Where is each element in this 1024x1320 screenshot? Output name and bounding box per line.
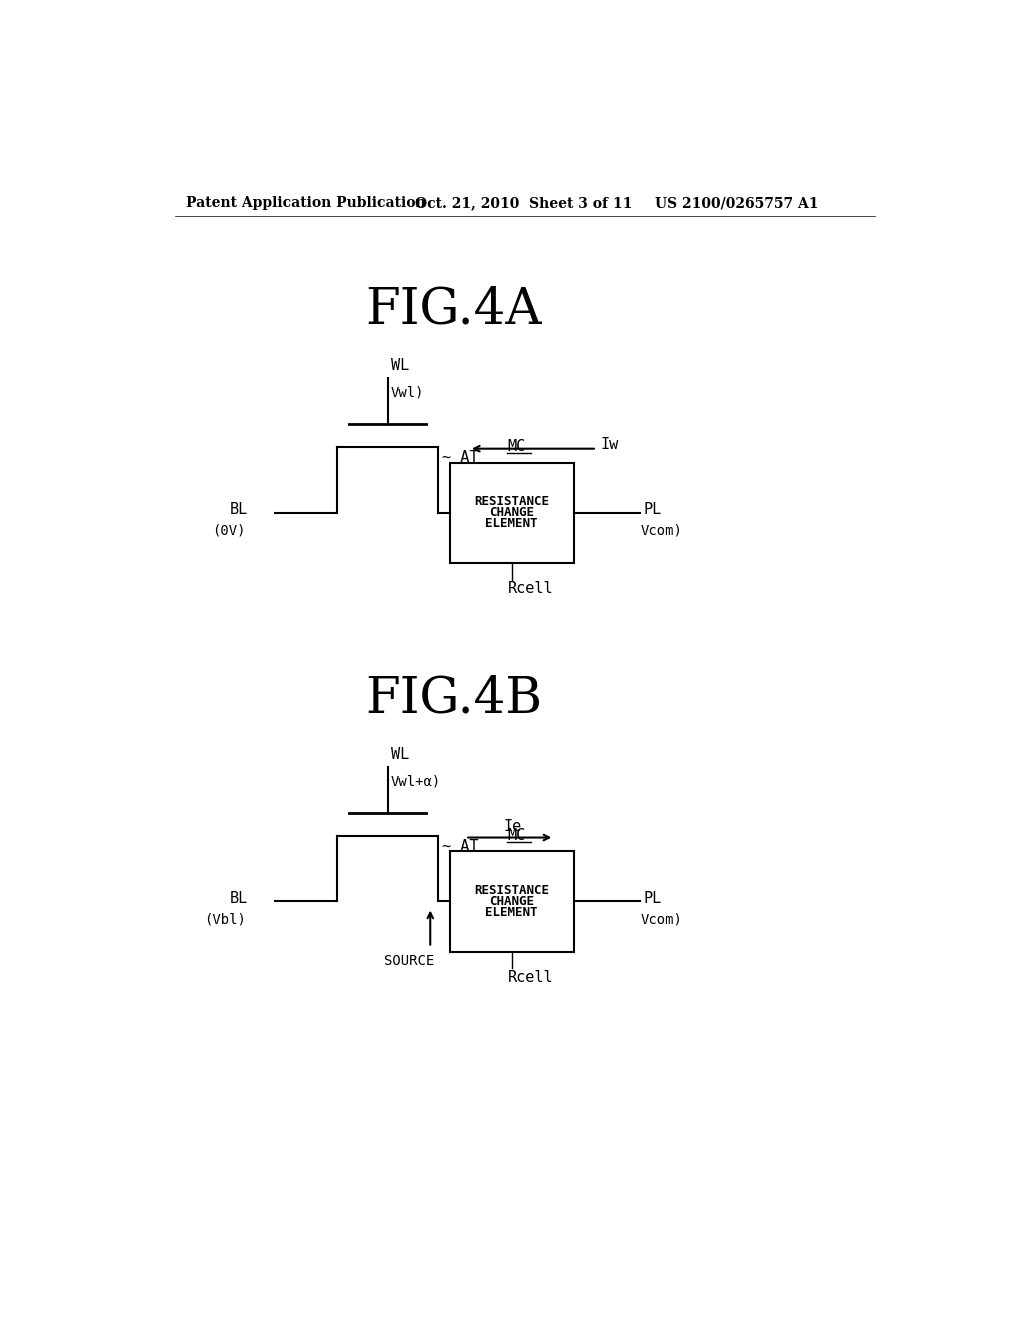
Text: Iw: Iw: [601, 437, 618, 451]
Text: Rcell: Rcell: [508, 581, 553, 597]
Text: PL: PL: [643, 502, 662, 517]
Text: ~ AT: ~ AT: [442, 450, 478, 465]
Bar: [450, 462, 573, 562]
Text: ELEMENT: ELEMENT: [485, 906, 538, 919]
Text: Vwl+α): Vwl+α): [391, 775, 441, 788]
Text: Oct. 21, 2010  Sheet 3 of 11: Oct. 21, 2010 Sheet 3 of 11: [415, 197, 632, 210]
Text: (Vbl): (Vbl): [204, 912, 246, 927]
Text: MC: MC: [508, 829, 526, 843]
Text: WL: WL: [391, 747, 409, 762]
Text: BL: BL: [229, 502, 248, 517]
Text: CHANGE: CHANGE: [489, 506, 535, 519]
Text: Patent Application Publication: Patent Application Publication: [186, 197, 426, 210]
Text: US 2100/0265757 A1: US 2100/0265757 A1: [655, 197, 818, 210]
Text: ~ AT: ~ AT: [442, 840, 478, 854]
Text: Vcom): Vcom): [641, 524, 683, 537]
Text: Vwl): Vwl): [391, 385, 424, 400]
Text: SOURCE: SOURCE: [384, 954, 434, 968]
Text: WL: WL: [391, 358, 409, 374]
Text: (0V): (0V): [212, 524, 246, 537]
Text: PL: PL: [643, 891, 662, 906]
Text: CHANGE: CHANGE: [489, 895, 535, 908]
Text: RESISTANCE: RESISTANCE: [474, 495, 549, 508]
Text: RESISTANCE: RESISTANCE: [474, 884, 549, 898]
Text: Vcom): Vcom): [641, 912, 683, 927]
Text: Rcell: Rcell: [508, 970, 553, 985]
Text: FIG.4A: FIG.4A: [366, 285, 542, 335]
Text: MC: MC: [508, 440, 526, 454]
Bar: [450, 851, 573, 952]
Text: ELEMENT: ELEMENT: [485, 517, 538, 529]
Text: BL: BL: [229, 891, 248, 906]
Text: Ie: Ie: [504, 820, 522, 834]
Text: FIG.4B: FIG.4B: [365, 675, 542, 723]
